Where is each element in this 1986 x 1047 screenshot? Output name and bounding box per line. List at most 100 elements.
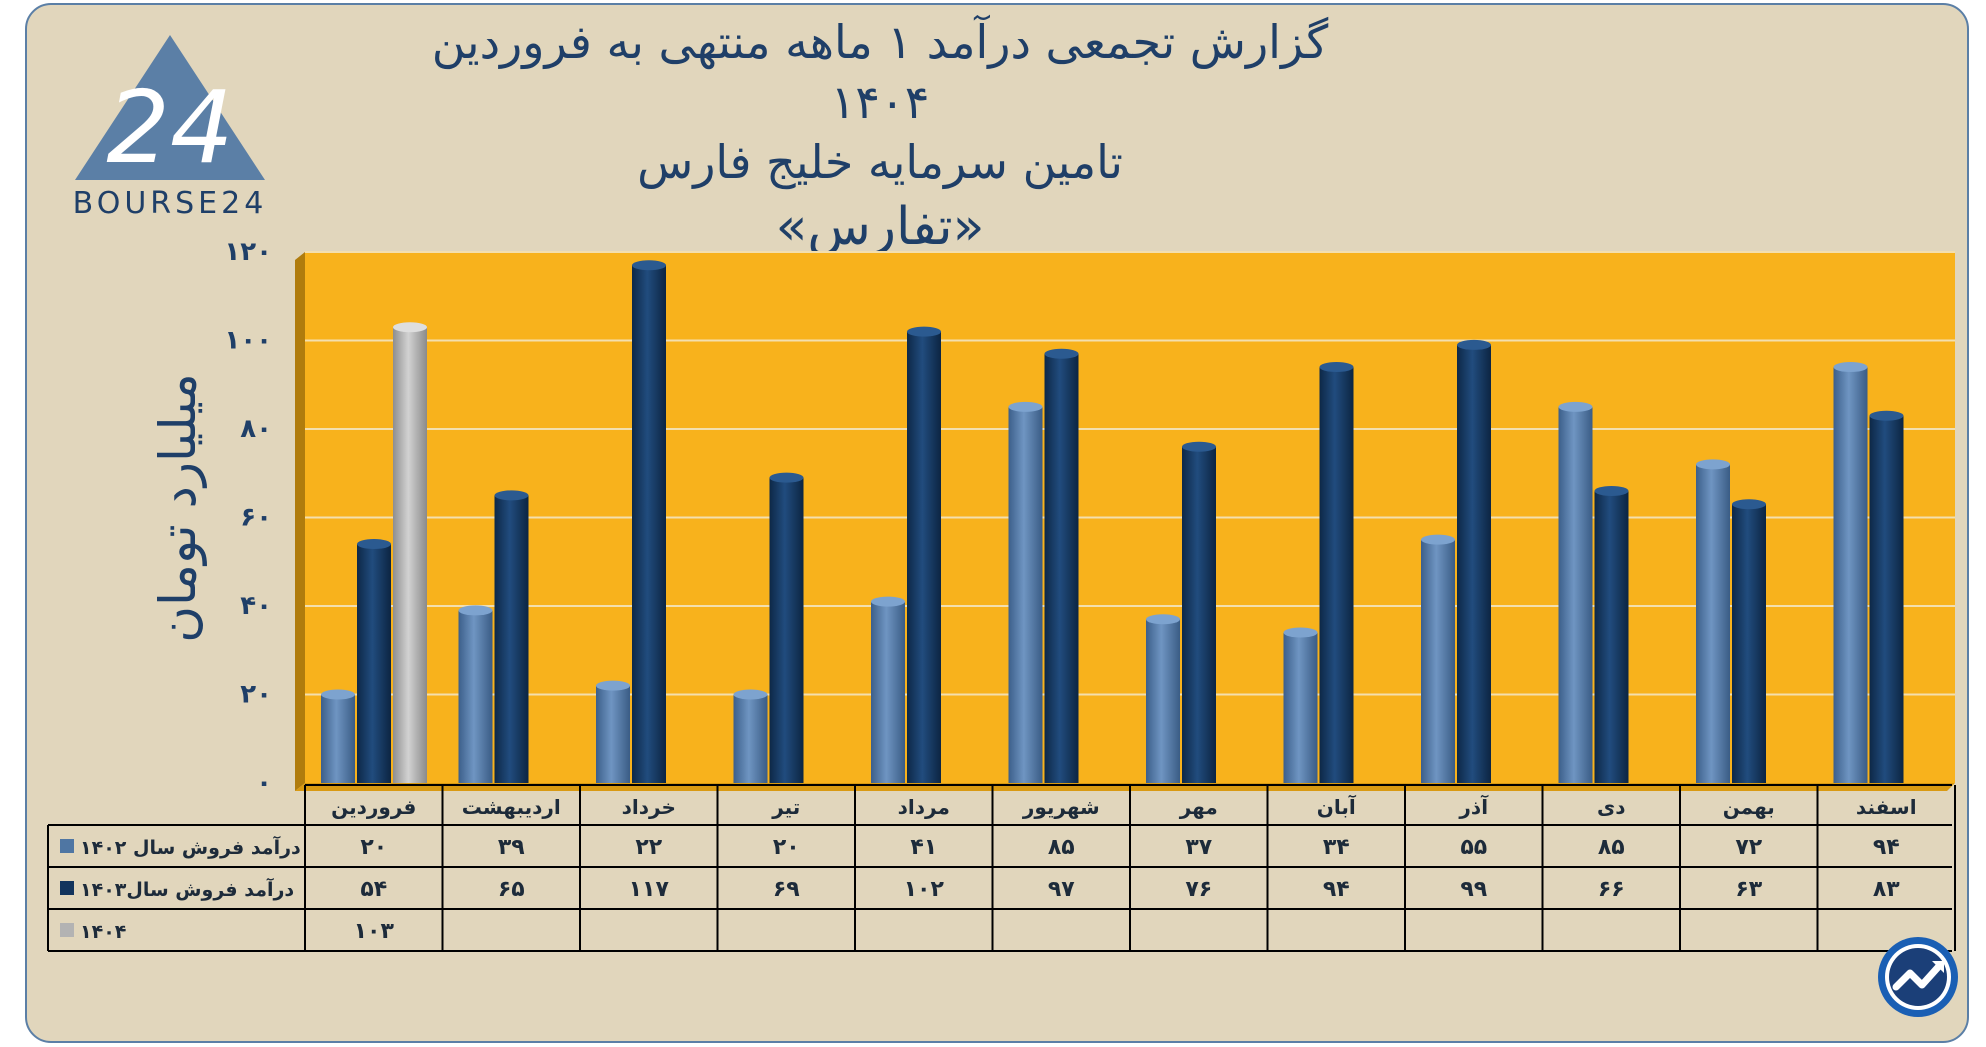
bar-top [632, 260, 666, 271]
bar-top [1594, 485, 1629, 496]
bar-top [1833, 362, 1868, 373]
bar-top [1421, 534, 1455, 545]
x-tick-label: آذر [1458, 794, 1489, 819]
data-label: ۹۹ [1460, 877, 1487, 902]
data-label: ۸۵ [1598, 835, 1625, 860]
data-label: ۶۹ [773, 877, 800, 902]
data-label: ۵۵ [1460, 835, 1487, 860]
x-tick-label: اسفند [1856, 795, 1917, 819]
legend-entry: درآمد فروش سال ۱۴۰۲ [80, 835, 301, 859]
y-tick-label: ۱۲۰ [224, 237, 272, 267]
bar-top [458, 605, 493, 616]
y-tick-label: ۱۰۰ [224, 326, 272, 356]
bar [494, 495, 529, 783]
data-label: ۲۲ [635, 835, 662, 860]
legend-entry: ۱۴۰۴ [80, 921, 126, 943]
trend-arrow-circle-icon [1878, 937, 1958, 1017]
bar [357, 544, 391, 783]
bar [321, 694, 355, 783]
bar-top [733, 689, 768, 700]
bar-top [1146, 614, 1180, 625]
data-label: ۲۰ [360, 835, 387, 860]
data-label: ۷۶ [1185, 877, 1212, 902]
bar-top [357, 539, 391, 550]
x-tick-label: تیر [771, 795, 800, 819]
y-tick-label: ۶۰ [240, 503, 272, 533]
data-label: ۶۵ [498, 877, 525, 902]
bar [596, 685, 630, 783]
y-tick-label: ۰ [256, 768, 272, 798]
legend-swatch [60, 839, 74, 853]
data-label: ۲۰ [773, 835, 800, 860]
bar [1146, 619, 1180, 783]
logo-mark: 24 [106, 69, 233, 186]
bar-top [1283, 627, 1318, 638]
x-tick-label: اردیبهشت [462, 795, 561, 819]
chart-title: گزارش تجمعی درآمد ۱ ماهه منتهی به فروردی… [431, 15, 1329, 129]
bar-top [1732, 499, 1766, 510]
bar [1833, 367, 1868, 783]
bar-top [871, 596, 905, 607]
data-label: ۸۳ [1873, 877, 1900, 902]
data-label: ۱۱۷ [629, 877, 670, 902]
bar [632, 265, 666, 783]
y-tick-label: ۴۰ [240, 591, 272, 621]
y-axis-label: میلیارد تومان [149, 373, 207, 643]
x-tick-label: مهر [1179, 795, 1218, 819]
logo-text: BOURSE24 [73, 186, 268, 220]
bourse24-logo: 24 BOURSE24 [73, 35, 268, 220]
data-label: ۳۴ [1323, 835, 1350, 860]
bar [1182, 446, 1216, 783]
y-tick-label: ۲۰ [240, 680, 272, 710]
bar [1869, 415, 1904, 783]
bar [769, 477, 804, 783]
data-label: ۱۰۳ [354, 919, 395, 944]
data-label: ۸۵ [1048, 835, 1075, 860]
bar [733, 694, 768, 783]
x-tick-label: آبان [1317, 794, 1357, 819]
bar-top [1869, 410, 1904, 421]
data-label: ۶۳ [1735, 877, 1762, 902]
plot-side-wall [295, 252, 305, 791]
data-label: ۷۲ [1735, 835, 1762, 860]
chart-title-block: گزارش تجمعی درآمد ۱ ماهه منتهی به فروردی… [380, 12, 1380, 262]
x-tick-label: دی [1597, 795, 1626, 819]
bar [1732, 504, 1766, 783]
bar [1696, 464, 1730, 783]
data-label: ۹۷ [1048, 877, 1075, 902]
data-label: ۹۴ [1873, 835, 1900, 860]
x-tick-label: بهمن [1723, 795, 1775, 819]
bar [1008, 406, 1043, 783]
bar-top [494, 490, 529, 501]
chart-subtitle: تامین سرمایه خلیج فارس [637, 135, 1123, 189]
bar-top [1008, 401, 1043, 412]
bar [458, 610, 493, 783]
chart-symbol: «تفارس» [775, 197, 985, 257]
y-tick-label: ۸۰ [240, 414, 272, 444]
bar-top [393, 322, 427, 333]
bar [1421, 539, 1455, 783]
x-tick-label: خرداد [622, 795, 676, 819]
bar [1558, 406, 1593, 783]
bar [907, 331, 941, 783]
legend-swatch [60, 881, 74, 895]
bar-top [1319, 362, 1354, 373]
data-label: ۶۶ [1598, 877, 1625, 902]
bar [871, 601, 905, 783]
data-label: ۴۱ [910, 835, 937, 860]
bar-top [1696, 459, 1730, 470]
bar-top [769, 472, 804, 483]
bar-top [1457, 339, 1491, 350]
bar [1283, 632, 1318, 783]
data-label: ۹۴ [1323, 877, 1350, 902]
data-label: ۱۰۲ [904, 877, 945, 902]
bar-top [1044, 348, 1079, 359]
data-label: ۵۴ [360, 877, 387, 902]
bar [1457, 344, 1491, 783]
bar-top [907, 326, 941, 337]
x-tick-label: شهریور [1022, 795, 1100, 819]
bar-top [321, 689, 355, 700]
logo-triangle-icon [75, 35, 265, 180]
data-label: ۳۹ [498, 835, 525, 860]
